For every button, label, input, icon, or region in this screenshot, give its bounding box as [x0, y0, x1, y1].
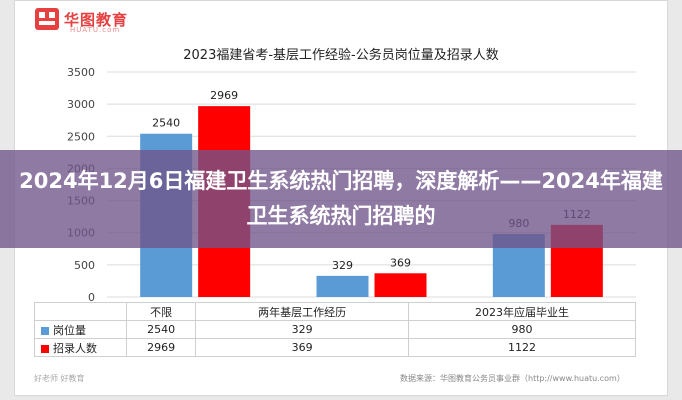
table-row: 岗位量 2540 329 980	[34, 320, 637, 339]
table-cell: 1122	[407, 338, 637, 357]
chart-title: 2023福建省考-基层工作经验-公务员岗位量及招录人数	[183, 48, 499, 63]
huatu-logo: 华图教育	[34, 6, 128, 32]
logo-brand-text: 华图教育	[64, 10, 129, 29]
y-tick-label: 3500	[67, 66, 95, 79]
data-label: 2540	[152, 117, 180, 130]
table-corner	[34, 302, 127, 321]
bar	[316, 275, 369, 297]
logo-sub-text: HUATU.com	[70, 26, 121, 34]
legend-entry: 招录人数	[34, 338, 127, 357]
data-table: 不限 两年基层工作经历 2023年应届毕业生岗位量 2540 329 980 招录人数 296…	[34, 302, 637, 357]
table-cell: 980	[407, 320, 637, 339]
category-label: 两年基层工作经历	[195, 302, 409, 321]
table-header-row: 不限 两年基层工作经历 2023年应届毕业生	[34, 302, 637, 321]
data-label: 369	[390, 256, 411, 269]
legend-label: 招录人数	[53, 341, 97, 355]
y-tick-label: 0	[88, 291, 95, 304]
y-tick-label: 2500	[67, 130, 95, 143]
table-cell: 369	[195, 338, 409, 357]
y-tick-label: 3000	[67, 98, 95, 111]
legend-label: 岗位量	[53, 323, 86, 337]
category-label: 不限	[125, 302, 197, 321]
legend-swatch	[41, 326, 49, 335]
y-tick-label: 500	[74, 259, 95, 272]
legend-entry: 岗位量	[34, 320, 127, 339]
category-label: 2023年应届毕业生	[407, 302, 637, 321]
article-title-banner: 2024年12月6日福建卫生系统热门招聘，深度解析——2024年福建卫生系统热门…	[0, 150, 682, 248]
article-title: 2024年12月6日福建卫生系统热门招聘，深度解析——2024年福建卫生系统热门…	[19, 169, 663, 228]
huatu-logo-icon	[35, 8, 59, 30]
table-cell: 2540	[125, 320, 197, 339]
footer-source: 数据来源：华图教育公务员事业群（http://www.huatu.com）	[400, 374, 625, 383]
legend-swatch	[41, 344, 49, 353]
table-cell: 2969	[125, 338, 197, 357]
footer-slogan: 好老师 好教育	[34, 374, 85, 383]
bar	[374, 273, 427, 297]
table-cell: 329	[195, 320, 409, 339]
data-label: 2969	[210, 89, 238, 102]
table-row: 招录人数 2969 369 1122	[34, 338, 637, 357]
data-label: 329	[332, 259, 353, 272]
